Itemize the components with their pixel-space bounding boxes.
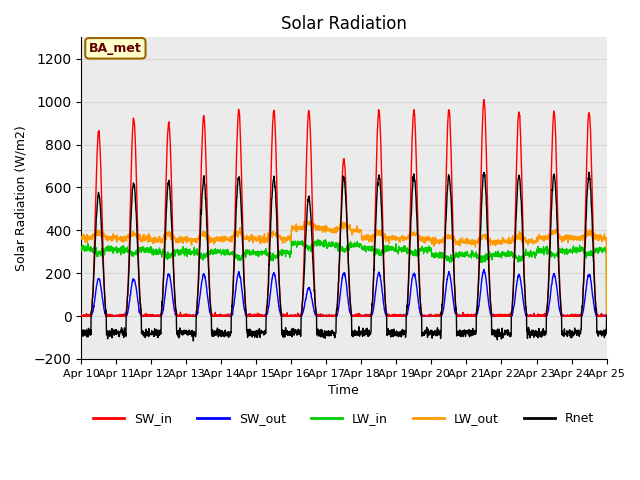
Y-axis label: Solar Radiation (W/m2): Solar Radiation (W/m2) bbox=[15, 125, 28, 271]
Legend: SW_in, SW_out, LW_in, LW_out, Rnet: SW_in, SW_out, LW_in, LW_out, Rnet bbox=[88, 407, 600, 430]
Title: Solar Radiation: Solar Radiation bbox=[281, 15, 407, 33]
Text: BA_met: BA_met bbox=[89, 42, 142, 55]
X-axis label: Time: Time bbox=[328, 384, 359, 397]
